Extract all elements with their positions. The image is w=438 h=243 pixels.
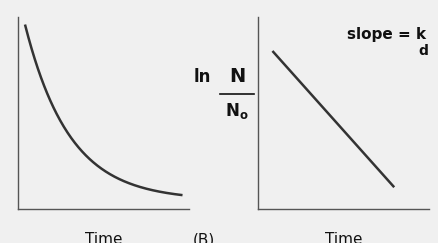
Text: ln: ln [194, 68, 212, 86]
Text: Time: Time [325, 232, 362, 243]
Text: (B): (B) [192, 232, 215, 243]
Text: Time: Time [85, 232, 122, 243]
Text: slope = k: slope = k [347, 26, 426, 42]
Text: $\mathbf{N_o}$: $\mathbf{N_o}$ [225, 102, 249, 122]
Text: N: N [229, 67, 245, 86]
Text: d: d [418, 44, 428, 58]
